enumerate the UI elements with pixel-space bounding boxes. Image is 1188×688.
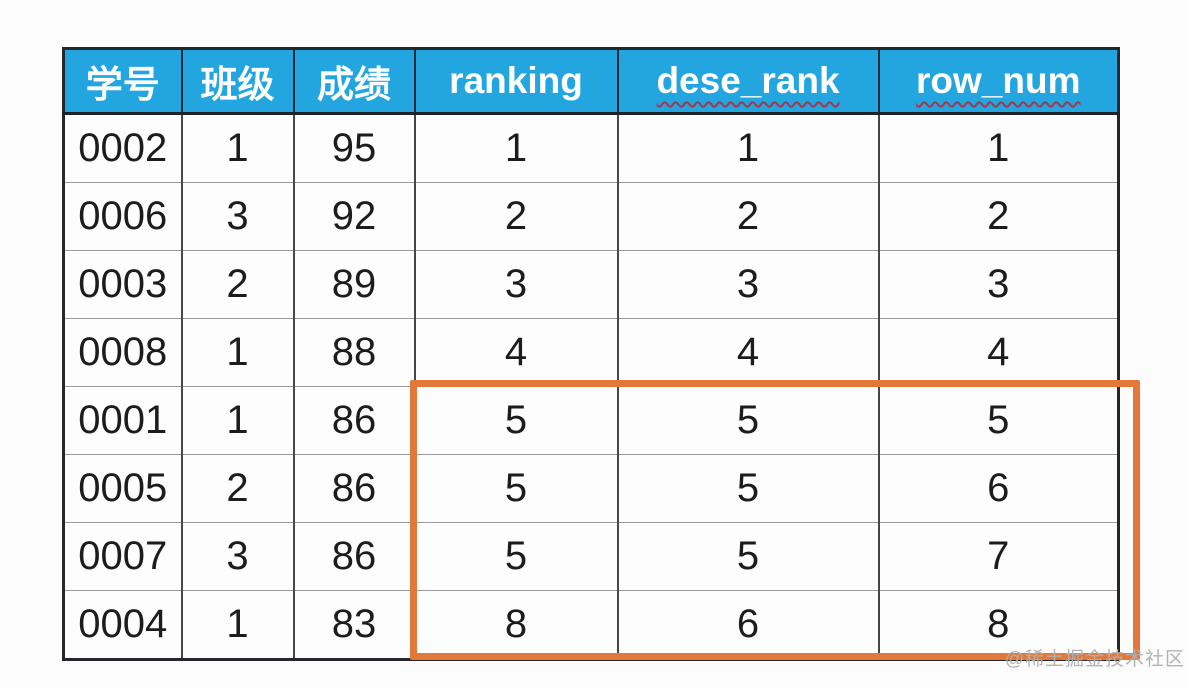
col-header-class: 班级 (180, 48, 295, 115)
table-cell: 8 (413, 590, 619, 660)
table-cell: 0007 (62, 522, 183, 591)
table-cell: 1 (877, 113, 1120, 183)
table-cell: 86 (292, 386, 416, 455)
table-cell: 1 (180, 318, 295, 387)
table-cell: 2 (877, 182, 1120, 251)
table-cell: 1 (616, 113, 880, 183)
table-cell: 4 (616, 318, 880, 387)
table-cell: 7 (877, 522, 1120, 591)
table-cell: 4 (877, 318, 1120, 387)
table-cell: 0001 (62, 386, 183, 455)
table-row: 0008 1 88 4 4 4 (62, 318, 1120, 387)
table-cell: 2 (616, 182, 880, 251)
table-cell: 86 (292, 454, 416, 523)
col-header-dense-rank: dese_rank (616, 48, 880, 115)
table-cell: 5 (616, 522, 880, 591)
table-row: 0004 1 83 8 6 8 (62, 590, 1120, 660)
table-cell: 0008 (62, 318, 183, 387)
table-cell: 0003 (62, 250, 183, 319)
table-cell: 0002 (62, 113, 183, 183)
table-cell: 92 (292, 182, 416, 251)
header-row: 学号 班级 成绩 ranking dese_rank row_num (62, 48, 1120, 115)
table-row: 0006 3 92 2 2 2 (62, 182, 1120, 251)
table-cell: 3 (616, 250, 880, 319)
table-cell: 3 (180, 522, 295, 591)
col-header-score: 成绩 (292, 48, 416, 115)
table-cell: 0004 (62, 590, 183, 660)
table-row: 0005 2 86 5 5 6 (62, 454, 1120, 523)
table-cell: 5 (413, 454, 619, 523)
table-cell: 3 (180, 182, 295, 251)
table-cell: 0005 (62, 454, 183, 523)
table-cell: 5 (413, 522, 619, 591)
table-cell: 2 (413, 182, 619, 251)
table-cell: 3 (877, 250, 1120, 319)
table-cell: 4 (413, 318, 619, 387)
table-cell: 86 (292, 522, 416, 591)
table-cell: 3 (413, 250, 619, 319)
col-header-row-num: row_num (877, 48, 1120, 115)
table-cell: 1 (180, 590, 295, 660)
table-cell: 83 (292, 590, 416, 660)
watermark: @稀土掘金技术社区 (1004, 649, 1185, 670)
col-header-ranking: ranking (413, 48, 619, 115)
table-cell: 6 (877, 454, 1120, 523)
table-row: 0007 3 86 5 5 7 (62, 522, 1120, 591)
table-cell: 5 (616, 454, 880, 523)
table-cell: 5 (616, 386, 880, 455)
table-row: 0003 2 89 3 3 3 (62, 250, 1120, 319)
table-cell: 95 (292, 113, 416, 183)
table-row: 0001 1 86 5 5 5 (62, 386, 1120, 455)
table-row: 0002 1 95 1 1 1 (62, 113, 1120, 183)
table-cell: 5 (877, 386, 1120, 455)
table-cell: 8 (877, 590, 1120, 660)
table-cell: 1 (180, 113, 295, 183)
table-cell: 2 (180, 454, 295, 523)
table-cell: 89 (292, 250, 416, 319)
table-cell: 5 (413, 386, 619, 455)
rank-comparison-table: 学号 班级 成绩 ranking dese_rank row_num 0002 … (62, 47, 1120, 661)
table-cell: 0006 (62, 182, 183, 251)
table-cell: 1 (413, 113, 619, 183)
table-cell: 6 (616, 590, 880, 660)
table-cell: 2 (180, 250, 295, 319)
table-cell: 1 (180, 386, 295, 455)
table-cell: 88 (292, 318, 416, 387)
col-header-student-id: 学号 (62, 48, 183, 115)
